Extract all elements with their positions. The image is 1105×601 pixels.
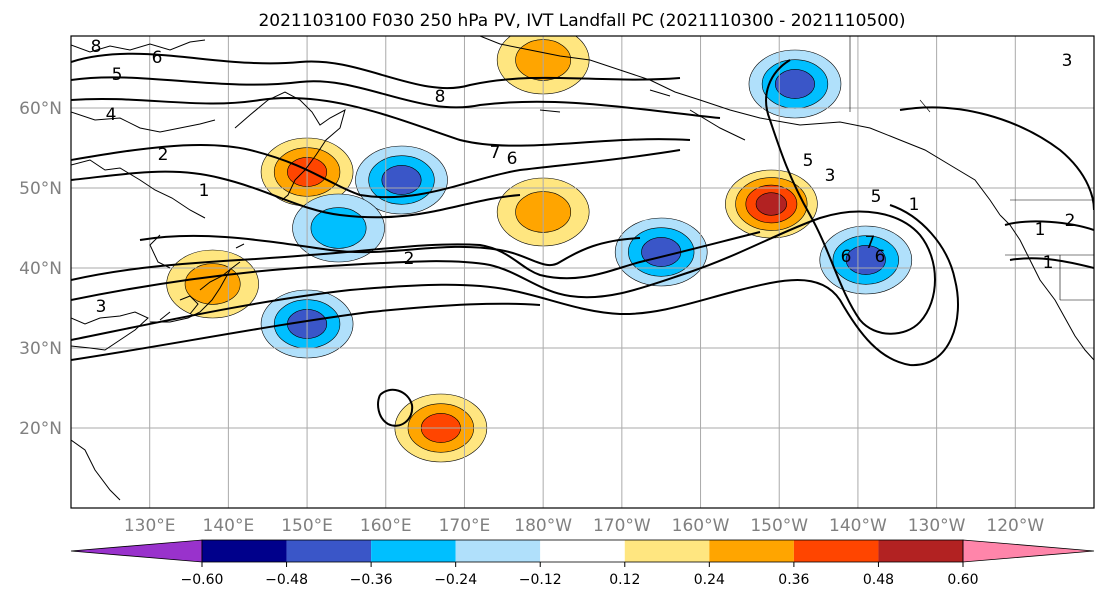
contour-label: 4 [106,105,117,125]
colorbar-swatch [286,540,372,562]
x-tick-label: 160°E [360,516,412,536]
anomaly-patch [184,263,241,305]
colorbar-frame [201,539,964,563]
map-area [71,36,1094,508]
coastline-asia [71,39,231,501]
coastline-north-america [999,214,1094,361]
colorbar-tick-label: 0.24 [694,572,725,588]
pv-contour-line [139,234,641,267]
pv-contour-line [71,231,761,281]
contour-label: 7 [490,143,501,163]
pv-contour-line [71,302,541,361]
contour-label: 5 [112,65,123,85]
y-tick-label: 60°N [19,99,62,119]
y-axis: 60°N 50°N 40°N 30°N 20°N [19,99,62,439]
pv-contour-line [377,388,414,427]
contour-label: 2 [404,249,415,269]
contour-label: 2 [1065,211,1076,231]
colorbar-swatch [624,540,710,562]
colorbar-swatch [793,540,879,562]
y-tick-label: 50°N [19,179,62,199]
anomaly-patch [641,237,682,267]
coastline-kamchatka [234,91,346,201]
contour-label: 6 [507,149,518,169]
pv-contour-line [71,76,721,119]
pv-contour-line [71,52,681,90]
pv-contour-line [1009,257,1094,269]
colorbar-tick-label: −0.36 [350,572,393,588]
contour-label: 3 [825,166,836,186]
x-tick-label: 140°E [203,516,255,536]
gridlines [71,36,1094,508]
contour-label: 6 [152,48,163,68]
contour-label: 8 [91,37,102,57]
colorbar-swatch [371,540,456,562]
colorbar-tick-label: −0.60 [181,572,224,588]
x-axis: 130°E 140°E 150°E 160°E 170°E 180°W 170°W 160°W… [124,516,1045,536]
colorbar-swatch [455,540,541,562]
pv-contour-line [899,106,1094,211]
y-tick-label: 30°N [19,339,62,359]
colorbar-tick-label: 0.60 [947,572,978,588]
colorbar-swatch [202,540,287,562]
colorbar-tick-label: 0.12 [609,572,640,588]
anomaly-patch [755,192,787,216]
coastline-alaska [479,36,1001,216]
x-tick-label: 130°W [908,516,966,536]
colorbar-extend-min [70,539,203,563]
colorbar: −0.60 −0.48 −0.36 −0.24 −0.12 0.12 0.24 0.36 0.4… [70,539,1095,588]
contour-label: 1 [909,195,920,215]
contour-label: 3 [96,297,107,317]
colorbar-swatch [709,540,794,562]
pv-contours [71,52,1094,427]
x-tick-label: 130°E [124,516,176,536]
colorbar-tick-label: 0.48 [863,572,894,588]
state-borders [849,36,1094,301]
contour-label: 8 [435,87,446,107]
x-tick-label: 140°W [829,516,887,536]
pv-contour-line [71,143,681,199]
contour-label: 1 [199,181,210,201]
y-tick-label: 20°N [19,419,62,439]
y-tick-label: 40°N [19,259,62,279]
pv-contour-line [71,97,691,147]
colorbar-swatch [540,540,625,562]
colorbar-tick-label: −0.12 [519,572,562,588]
anomaly-patch [310,207,367,249]
pv-contour-line [71,59,936,335]
x-tick-label: 160°W [672,516,730,536]
x-tick-label: 170°W [593,516,651,536]
contour-label: 6 [841,247,852,267]
anomaly-shading [166,36,913,463]
contour-label: 7 [865,233,876,253]
map-frame [70,35,1095,509]
colorbar-tick-label: 0.36 [778,572,809,588]
contour-label: 3 [1062,51,1073,71]
x-tick-label: 170°E [439,516,491,536]
anomaly-patch [774,69,815,99]
anomaly-patch [845,245,886,275]
x-tick-label: 150°E [281,516,333,536]
colorbar-swatch [878,540,963,562]
pv-contour-line [71,170,521,219]
colorbar-extend-max [962,539,1095,563]
anomaly-patch [381,165,422,195]
pv-contour-line [1004,220,1094,231]
x-tick-label: 180°W [514,516,572,536]
contour-label: 1 [1043,253,1054,273]
pv-contour-line [71,204,959,367]
contour-label: 5 [803,151,814,171]
chart-title: 2021103100 F030 250 hPa PV, IVT Landfall… [258,11,905,31]
contour-label: 2 [158,145,169,165]
colorbar-tick-label: −0.48 [265,572,308,588]
x-tick-label: 150°W [750,516,808,536]
colorbar-tick-label: −0.24 [434,572,477,588]
contour-label: 1 [1035,220,1046,240]
contour-label: 5 [871,187,882,207]
x-tick-label: 120°W [986,516,1044,536]
contour-label: 6 [875,247,886,267]
